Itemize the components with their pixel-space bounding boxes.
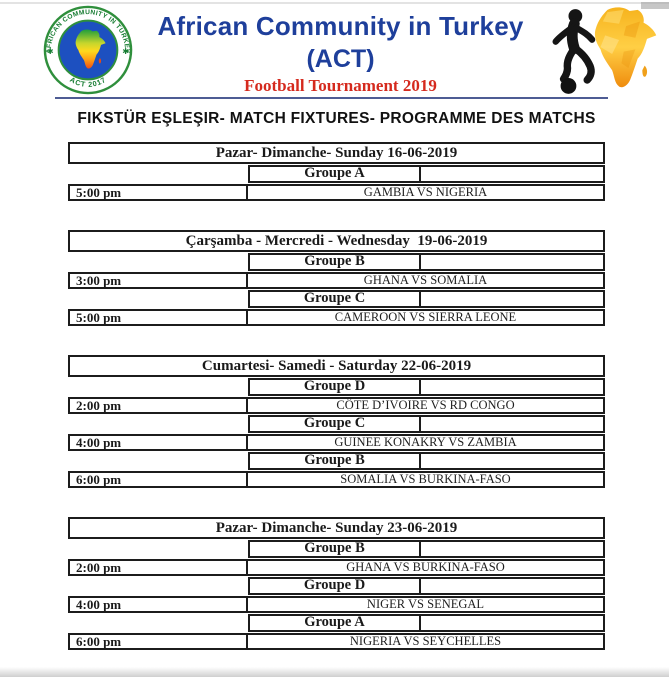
group-row-spacer xyxy=(68,378,248,396)
group-row: Groupe C xyxy=(68,415,605,433)
group-row-filler xyxy=(421,452,605,470)
header: AFRICAN COMMUNITY IN TURKEY ACT 2017 ✱ ✱… xyxy=(0,2,669,99)
fixtures-list: Pazar- Dimanche- Sunday 16-06-2019 Groupe… xyxy=(68,142,605,650)
group-row-spacer xyxy=(68,577,248,595)
fixture-date-row: Çarşamba - Mercredi - Wednesday 19-06-20… xyxy=(68,230,605,252)
org-name: African Community in Turkey xyxy=(157,11,524,41)
match-time: 4:00 pm xyxy=(70,598,248,611)
group-label: Groupe D xyxy=(248,378,421,396)
group-row: Groupe B xyxy=(68,452,605,470)
group-row: Groupe C xyxy=(68,290,605,308)
fixture-date-row: Pazar- Dimanche- Sunday 16-06-2019 xyxy=(68,142,605,164)
group-row-spacer xyxy=(68,290,248,308)
match-time: 4:00 pm xyxy=(70,436,248,449)
match-teams: NIGERIA VS SEYCHELLES xyxy=(349,634,502,648)
match-row: 6:00 pm SOMALIA VS BURKINA-FASO xyxy=(68,471,605,488)
match-time: 5:00 pm xyxy=(70,186,248,199)
match-time: 5:00 pm xyxy=(70,311,248,324)
group-row: Groupe B xyxy=(68,540,605,558)
group-label: Groupe C xyxy=(248,290,421,308)
group-label: Groupe B xyxy=(248,540,421,558)
match-teams: GHANA VS BURKINA-FASO xyxy=(346,560,505,574)
match-row: 2:00 pm GHANA VS BURKINA-FASO xyxy=(68,559,605,576)
group-row: Groupe A xyxy=(68,165,605,183)
group-row-spacer xyxy=(68,165,248,183)
fixture-day-block: Pazar- Dimanche- Sunday 23-06-2019 Groupe… xyxy=(68,517,605,650)
match-row: 6:00 pm NIGERIA VS SEYCHELLES xyxy=(68,633,605,650)
group-row-filler xyxy=(421,577,605,595)
group-row-filler xyxy=(421,253,605,271)
fixture-day-block: Cumartesi- Samedi - Saturday 22-06-2019 G… xyxy=(68,355,605,488)
match-time: 6:00 pm xyxy=(70,473,248,486)
group-row-filler xyxy=(421,540,605,558)
group-label: Groupe B xyxy=(248,452,421,470)
act-badge-logo: AFRICAN COMMUNITY IN TURKEY ACT 2017 ✱ ✱ xyxy=(43,5,133,95)
fixture-date-row: Cumartesi- Samedi - Saturday 22-06-2019 xyxy=(68,355,605,377)
match-teams: GHANA VS SOMALIA xyxy=(363,273,488,287)
scan-artifact-top xyxy=(0,2,669,4)
event-title: Football Tournament 2019 xyxy=(244,76,437,95)
match-row: 5:00 pm CAMEROON VS SIERRA LEONE xyxy=(68,309,605,326)
scan-artifact-corner xyxy=(641,2,669,9)
header-titles: African Community in Turkey (ACT) Footba… xyxy=(150,11,531,95)
match-row: 4:00 pm NIGER VS SENEGAL xyxy=(68,596,605,613)
org-abbr: (ACT) xyxy=(306,45,375,73)
logo-star-left-icon: ✱ xyxy=(47,47,54,56)
match-teams: SOMALIA VS BURKINA-FASO xyxy=(340,472,511,486)
logo-africa-map-icon xyxy=(75,29,106,69)
fixture-day-block: Pazar- Dimanche- Sunday 16-06-2019 Groupe… xyxy=(68,142,605,201)
gold-africa-map-icon xyxy=(594,7,657,88)
match-row: 3:00 pm GHANA VS SOMALIA xyxy=(68,272,605,289)
group-label: Groupe C xyxy=(248,415,421,433)
group-row-filler xyxy=(421,378,605,396)
group-row-filler xyxy=(421,290,605,308)
match-time: 6:00 pm xyxy=(70,635,248,648)
group-row-spacer xyxy=(68,614,248,632)
group-label: Groupe A xyxy=(248,165,421,183)
match-teams: CÔTE D’IVOIRE VS RD CONGO xyxy=(336,398,515,412)
logo-ring-text-bottom: ACT 2017 xyxy=(68,75,107,89)
group-row-filler xyxy=(421,614,605,632)
group-row-filler xyxy=(421,165,605,183)
header-rule xyxy=(55,97,608,99)
fixture-day-block: Çarşamba - Mercredi - Wednesday 19-06-20… xyxy=(68,230,605,326)
group-row-spacer xyxy=(68,452,248,470)
group-row: Groupe B xyxy=(68,253,605,271)
group-row-spacer xyxy=(68,540,248,558)
match-row: 5:00 pm GAMBIA VS NIGERIA xyxy=(68,184,605,201)
group-label: Groupe A xyxy=(248,614,421,632)
match-row: 4:00 pm GUINEE KONAKRY VS ZAMBIA xyxy=(68,434,605,451)
group-label: Groupe D xyxy=(248,577,421,595)
group-row-spacer xyxy=(68,415,248,433)
group-row-filler xyxy=(421,415,605,433)
match-teams: NIGER VS SENEGAL xyxy=(366,597,485,611)
scan-artifact-bottom xyxy=(0,667,669,677)
match-time: 2:00 pm xyxy=(70,399,248,412)
page-title: FIKSTÜR EŞLEŞIR- MATCH FIXTURES- PROGRAM… xyxy=(77,110,596,127)
footballer-africa-art xyxy=(552,7,657,94)
match-time: 2:00 pm xyxy=(70,561,248,574)
match-teams: GAMBIA VS NIGERIA xyxy=(363,185,488,199)
group-row: Groupe A xyxy=(68,614,605,632)
group-row: Groupe D xyxy=(68,577,605,595)
group-row: Groupe D xyxy=(68,378,605,396)
fixture-date-row: Pazar- Dimanche- Sunday 23-06-2019 xyxy=(68,517,605,539)
footballer-silhouette-icon xyxy=(552,9,596,94)
logo-star-right-icon: ✱ xyxy=(122,47,129,56)
match-teams: GUINEE KONAKRY VS ZAMBIA xyxy=(334,435,517,449)
match-row: 2:00 pm CÔTE D’IVOIRE VS RD CONGO xyxy=(68,397,605,414)
match-time: 3:00 pm xyxy=(70,274,248,287)
match-teams: CAMEROON VS SIERRA LEONE xyxy=(334,310,517,324)
group-row-spacer xyxy=(68,253,248,271)
group-label: Groupe B xyxy=(248,253,421,271)
